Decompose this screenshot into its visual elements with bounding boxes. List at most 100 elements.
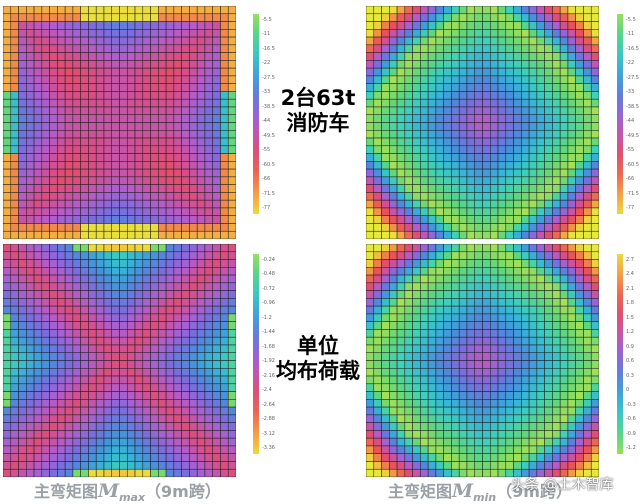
mesh-cell	[590, 207, 599, 216]
mesh-cell	[212, 91, 221, 100]
mesh-cell	[103, 383, 113, 392]
mesh-cell	[80, 215, 89, 224]
mesh-cell	[18, 461, 27, 470]
mesh-cell	[80, 274, 89, 284]
mesh-cell	[497, 453, 507, 462]
mesh-cell	[220, 106, 229, 116]
mesh-cell	[443, 267, 452, 276]
mesh-cell	[590, 114, 599, 123]
mesh-cell	[103, 199, 113, 209]
mesh-cell	[33, 305, 43, 315]
mesh-cell	[173, 453, 182, 462]
mesh-cell	[158, 422, 167, 431]
mesh-cell	[366, 414, 375, 423]
mesh-cell	[196, 36, 206, 46]
mesh-cell	[513, 437, 522, 447]
mesh-cell	[482, 414, 491, 423]
mesh-cell	[173, 290, 182, 299]
mesh-cell	[142, 453, 151, 462]
mesh-cell	[150, 313, 159, 322]
mesh-cell	[435, 114, 444, 123]
mesh-cell	[196, 114, 206, 123]
mesh-cell	[404, 414, 413, 423]
mesh-cell	[189, 129, 198, 139]
mesh-cell	[497, 44, 507, 53]
mesh-cell	[420, 106, 429, 116]
mesh-cell	[72, 321, 81, 330]
mesh-cell	[528, 445, 538, 454]
mesh-cell	[10, 36, 19, 46]
mesh-cell	[575, 114, 584, 123]
mesh-cell	[57, 13, 66, 22]
mesh-cell	[474, 391, 483, 400]
mesh-cell	[57, 67, 66, 77]
mesh-cell	[49, 336, 58, 346]
mesh-cell	[583, 161, 592, 170]
mesh-cell	[489, 259, 499, 268]
mesh-cell	[111, 259, 120, 268]
mesh-cell	[3, 114, 12, 123]
mesh-cell	[95, 244, 105, 253]
mesh-cell	[404, 52, 413, 61]
mesh-cell	[552, 176, 561, 185]
mesh-cell	[497, 437, 507, 447]
mesh-cell	[26, 44, 35, 53]
mesh-cell	[489, 437, 499, 447]
mesh-cell	[404, 21, 413, 30]
mesh-cell	[88, 259, 97, 268]
mesh-cell	[165, 176, 175, 185]
mesh-cell	[196, 215, 206, 224]
mesh-cell	[72, 344, 81, 354]
mesh-cell	[88, 367, 97, 377]
mesh-cell	[552, 422, 561, 431]
mesh-cell	[227, 259, 236, 268]
mesh-cell	[497, 230, 507, 239]
mesh-cell	[165, 383, 175, 392]
mesh-cell	[220, 137, 229, 147]
mesh-cell	[404, 430, 413, 439]
mesh-cell	[126, 36, 136, 46]
mesh-cell	[26, 176, 35, 185]
mesh-cell	[396, 184, 406, 193]
colorbar-tick-label: -71.5	[626, 190, 639, 197]
mesh-cell	[126, 274, 136, 284]
mesh-cell	[505, 168, 514, 178]
mesh-cell	[134, 422, 144, 431]
mesh-cell	[18, 259, 27, 268]
mesh-cell	[567, 52, 576, 61]
mesh-cell	[583, 445, 592, 454]
mesh-cell	[420, 75, 429, 84]
mesh-cell	[575, 453, 584, 462]
mesh-cell	[119, 336, 128, 346]
colorbar-tick-label: -3.36	[262, 445, 275, 451]
mesh-cell	[536, 336, 545, 346]
mesh-cell	[80, 13, 89, 22]
mesh-cell	[220, 344, 229, 354]
mesh-cell	[443, 453, 452, 462]
mesh-cell	[489, 215, 499, 224]
mesh-cell	[381, 344, 390, 354]
mesh-cell	[373, 274, 382, 284]
mesh-cell	[158, 251, 167, 260]
mesh-cell	[111, 168, 120, 178]
mesh-cell	[227, 244, 236, 253]
mesh-cell	[583, 267, 592, 276]
mesh-cell	[443, 36, 452, 46]
mesh-cell	[212, 223, 221, 232]
mesh-cell	[497, 223, 507, 232]
mesh-cell	[466, 145, 476, 154]
mesh-cell	[173, 91, 182, 100]
mesh-cell	[57, 321, 66, 330]
mesh-cell	[505, 6, 514, 15]
mesh-cell	[381, 437, 390, 447]
mesh-cell	[528, 422, 538, 431]
mesh-cell	[220, 6, 229, 15]
mesh-cell	[521, 344, 530, 354]
mesh-cell	[528, 60, 538, 69]
mesh-cell	[404, 282, 413, 291]
mesh-cell	[26, 298, 35, 307]
mesh-cell	[196, 168, 206, 178]
mesh-cell	[466, 367, 476, 377]
mesh-cell	[10, 91, 19, 100]
mesh-cell	[196, 329, 206, 338]
